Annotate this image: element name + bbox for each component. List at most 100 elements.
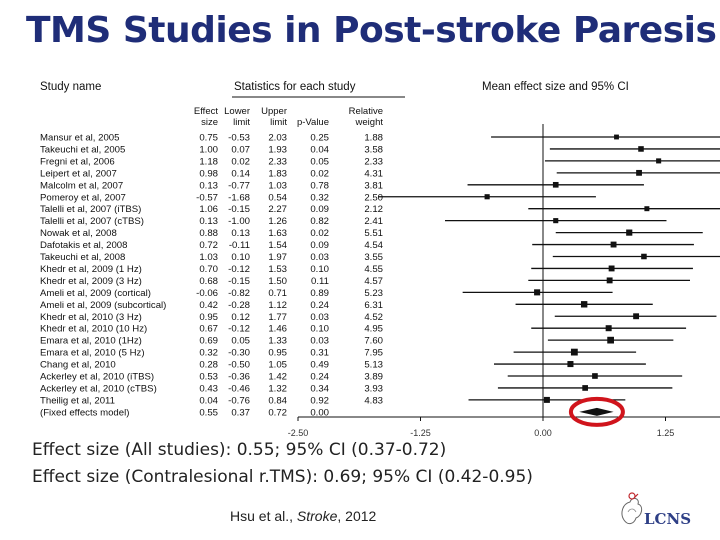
- row-point-11: [608, 265, 615, 272]
- row-16-col-4: 4.95: [364, 324, 383, 335]
- row-17-col-0: 0.69: [199, 336, 218, 347]
- row-1-col-3: 0.04: [310, 144, 329, 155]
- row-point-20: [592, 373, 598, 379]
- row-21-col-3: 0.34: [310, 383, 329, 394]
- row-point-22: [543, 396, 550, 403]
- row-4-col-3: 0.78: [310, 180, 329, 191]
- row-20-col-0: 0.53: [199, 372, 218, 383]
- row-study-21: Ackerley et al, 2010 (cTBS): [40, 383, 157, 394]
- row-2-col-3: 0.05: [310, 156, 329, 167]
- row-16-col-1: -0.12: [228, 324, 250, 335]
- row-5-col-3: 0.32: [310, 192, 329, 203]
- row-0-col-2: 2.03: [268, 133, 287, 144]
- summary-contralesional: Effect size (Contralesional r.TMS): 0.69…: [32, 467, 533, 487]
- row-study-3: Leipert et al, 2007: [40, 168, 117, 179]
- row-19-col-2: 1.05: [268, 360, 287, 371]
- summary-highlight-circle: [568, 396, 625, 427]
- row-10-col-3: 0.03: [310, 252, 329, 263]
- row-7-col-2: 1.26: [268, 216, 287, 227]
- row-point-10: [641, 253, 647, 260]
- row-point-17: [607, 336, 614, 344]
- column-header-2-0: Upper: [261, 106, 287, 117]
- row-point-13: [534, 289, 541, 296]
- citation: Hsu et al., Stroke, 2012: [230, 508, 376, 524]
- row-7-col-1: -1.00: [228, 216, 250, 227]
- column-header-1-0: Lower: [224, 106, 250, 117]
- row-14-col-2: 1.12: [268, 300, 287, 311]
- row-11-col-0: 0.70: [199, 264, 218, 275]
- row-19-col-1: -0.50: [228, 360, 250, 371]
- citation-year: , 2012: [337, 508, 377, 524]
- row-18-col-2: 0.95: [268, 348, 287, 359]
- row-8-col-4: 5.51: [364, 228, 383, 239]
- row-1-col-0: 1.00: [199, 144, 218, 155]
- row-12-col-0: 0.68: [199, 276, 218, 287]
- row-3-col-3: 0.02: [310, 168, 329, 179]
- row-15-col-0: 0.95: [199, 312, 218, 323]
- row-point-16: [605, 325, 612, 332]
- row-14-col-4: 6.31: [364, 300, 383, 311]
- row-15-col-2: 1.77: [268, 312, 287, 323]
- row-study-7: Talelli et al, 2007 (cTBS): [40, 216, 144, 227]
- row-3-col-0: 0.98: [199, 168, 218, 179]
- column-header-2-1: limit: [270, 117, 287, 128]
- row-19-col-4: 5.13: [364, 360, 383, 371]
- row-7-col-0: 0.13: [199, 216, 218, 227]
- row-point-12: [606, 277, 613, 284]
- row-7-col-4: 2.41: [364, 216, 383, 227]
- row-3-col-1: 0.14: [231, 168, 250, 179]
- row-23-col-0: 0.55: [199, 407, 218, 418]
- row-study-11: Khedr et al, 2009 (1 Hz): [40, 264, 142, 275]
- row-5-col-0: -0.57: [196, 192, 218, 203]
- row-study-23: (Fixed effects model): [40, 407, 129, 418]
- row-13-col-4: 5.23: [364, 288, 383, 299]
- row-6-col-2: 2.27: [268, 204, 287, 215]
- citation-journal: Stroke: [296, 508, 338, 524]
- row-study-0: Mansur et al, 2005: [40, 133, 119, 144]
- row-21-col-4: 3.93: [364, 383, 383, 394]
- row-1-col-4: 3.58: [364, 144, 383, 155]
- row-study-10: Takeuchi et al, 2008: [40, 252, 125, 263]
- row-16-col-2: 1.46: [268, 324, 287, 335]
- row-point-6: [644, 206, 650, 212]
- row-8-col-2: 1.63: [268, 228, 287, 239]
- row-17-col-1: 0.05: [231, 336, 250, 347]
- row-11-col-3: 0.10: [310, 264, 329, 275]
- header-study-name: Study name: [40, 81, 101, 93]
- row-study-20: Ackerley et al, 2010 (iTBS): [40, 372, 154, 383]
- row-6-col-4: 2.12: [364, 204, 383, 215]
- row-22-col-4: 4.83: [364, 395, 383, 406]
- row-6-col-1: -0.15: [228, 204, 250, 215]
- row-3-col-2: 1.83: [268, 168, 287, 179]
- row-point-18: [570, 348, 578, 356]
- row-study-14: Ameli et al, 2009 (subcortical): [40, 300, 166, 311]
- row-20-col-1: -0.36: [228, 372, 250, 383]
- row-16-col-3: 0.10: [310, 324, 329, 335]
- lcns-logo-icon: [621, 492, 643, 525]
- x-tick-label-1: -1.25: [410, 428, 431, 438]
- row-10-col-1: 0.10: [231, 252, 250, 263]
- row-22-col-0: 0.04: [199, 395, 218, 406]
- row-13-col-0: -0.06: [196, 288, 218, 299]
- row-14-col-3: 0.24: [310, 300, 329, 311]
- row-23-col-2: 0.72: [268, 407, 287, 418]
- row-5-col-1: -1.68: [228, 192, 250, 203]
- row-study-12: Khedr et al, 2009 (3 Hz): [40, 276, 142, 287]
- row-18-col-1: -0.30: [228, 348, 250, 359]
- row-12-col-4: 4.57: [364, 276, 383, 287]
- row-20-col-4: 3.89: [364, 372, 383, 383]
- logo-text: LCNS: [644, 510, 692, 528]
- forest-plot: Study name Statistics for each study Mean …: [40, 81, 720, 438]
- row-11-col-2: 1.53: [268, 264, 287, 275]
- row-study-6: Talelli et al, 2007 (iTBS): [40, 204, 141, 215]
- row-2-col-4: 2.33: [364, 156, 383, 167]
- row-10-col-0: 1.03: [199, 252, 218, 263]
- header-statistics: Statistics for each study: [234, 81, 356, 93]
- slide-title: TMS Studies in Post-stroke Paresis: [26, 10, 717, 51]
- row-12-col-2: 1.50: [268, 276, 287, 287]
- row-0-col-4: 1.88: [364, 133, 383, 144]
- row-study-13: Ameli et al, 2009 (cortical): [40, 288, 151, 299]
- row-23-col-1: 0.37: [231, 407, 250, 418]
- row-21-col-0: 0.43: [199, 383, 218, 394]
- row-22-col-1: -0.76: [228, 395, 250, 406]
